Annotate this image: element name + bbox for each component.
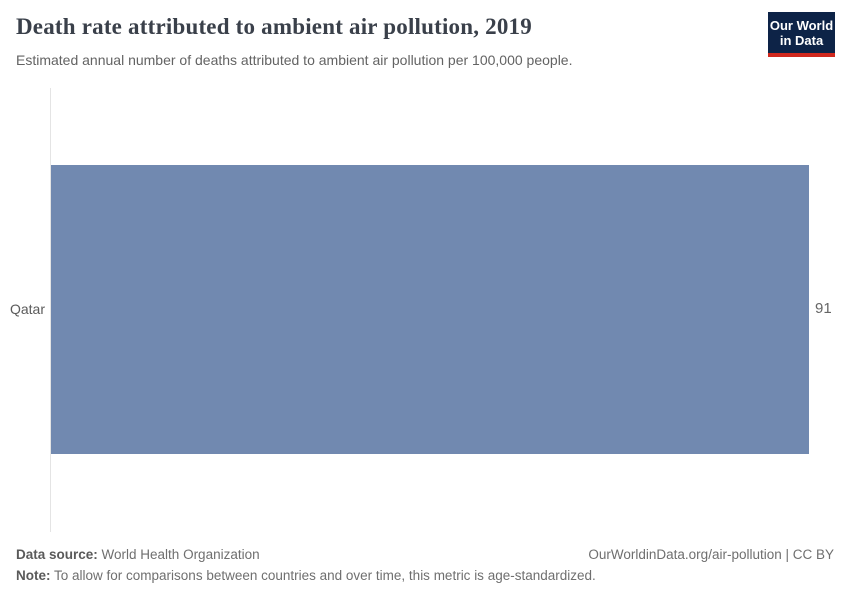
owid-logo[interactable]: Our World in Data xyxy=(768,12,835,57)
data-source-text: Data source: World Health Organization xyxy=(16,547,260,562)
data-source-value: World Health Organization xyxy=(97,547,260,562)
note-value: To allow for comparisons between countri… xyxy=(50,568,596,583)
footer-row-note: Note: To allow for comparisons between c… xyxy=(16,568,834,583)
bar-qatar[interactable] xyxy=(51,165,809,454)
value-label-qatar: 91 xyxy=(815,300,832,317)
chart-title: Death rate attributed to ambient air pol… xyxy=(16,14,532,39)
category-label-qatar: Qatar xyxy=(9,301,45,317)
chart-subtitle: Estimated annual number of deaths attrib… xyxy=(16,52,573,68)
owid-logo-line2: in Data xyxy=(779,32,824,48)
bar-track xyxy=(51,165,809,454)
y-axis-line xyxy=(50,88,51,532)
footer-row-source: Data source: World Health Organization O… xyxy=(16,547,834,562)
data-source-label: Data source: xyxy=(16,547,98,562)
owid-logo-line1: Our World xyxy=(769,17,834,33)
owid-url-link[interactable]: OurWorldinData.org/air-pollution | CC BY xyxy=(588,547,834,562)
note-label: Note: xyxy=(16,568,51,583)
